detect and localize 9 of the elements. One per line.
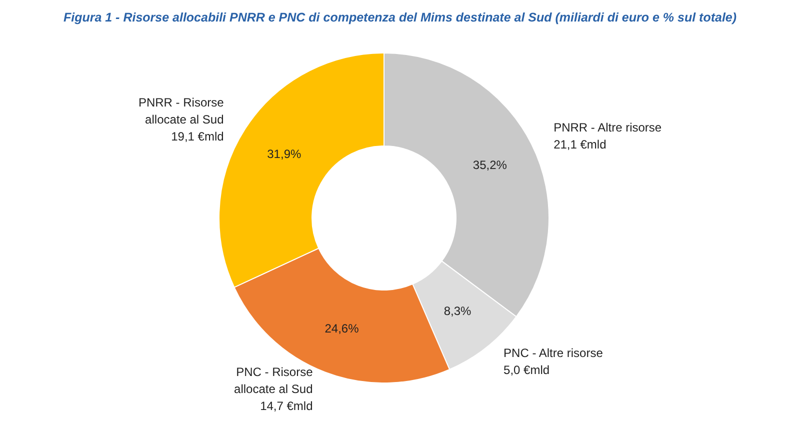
slice-label: PNC - Risorse allocate al Sud 14,7 €mld: [234, 364, 314, 413]
data-label: 8,3%: [444, 304, 472, 318]
data-label: 31,9%: [267, 147, 302, 162]
data-label: 35,2%: [472, 158, 508, 172]
slice-label: PNRR - Risorse allocate al Sud 19,1 €mld: [138, 95, 224, 144]
slice-label: PNRR - Altre risorse 21,1 €mld: [554, 120, 662, 152]
data-label: 24,6%: [324, 322, 360, 336]
slice-label: PNC - Altre risorse 5,0 €mld: [504, 346, 604, 378]
chart-title: Figura 1 - Risorse allocabili PNRR e PNC di competenza del Mims destinate al Sud (miliardi di euro e % sul totale): [63, 10, 737, 24]
